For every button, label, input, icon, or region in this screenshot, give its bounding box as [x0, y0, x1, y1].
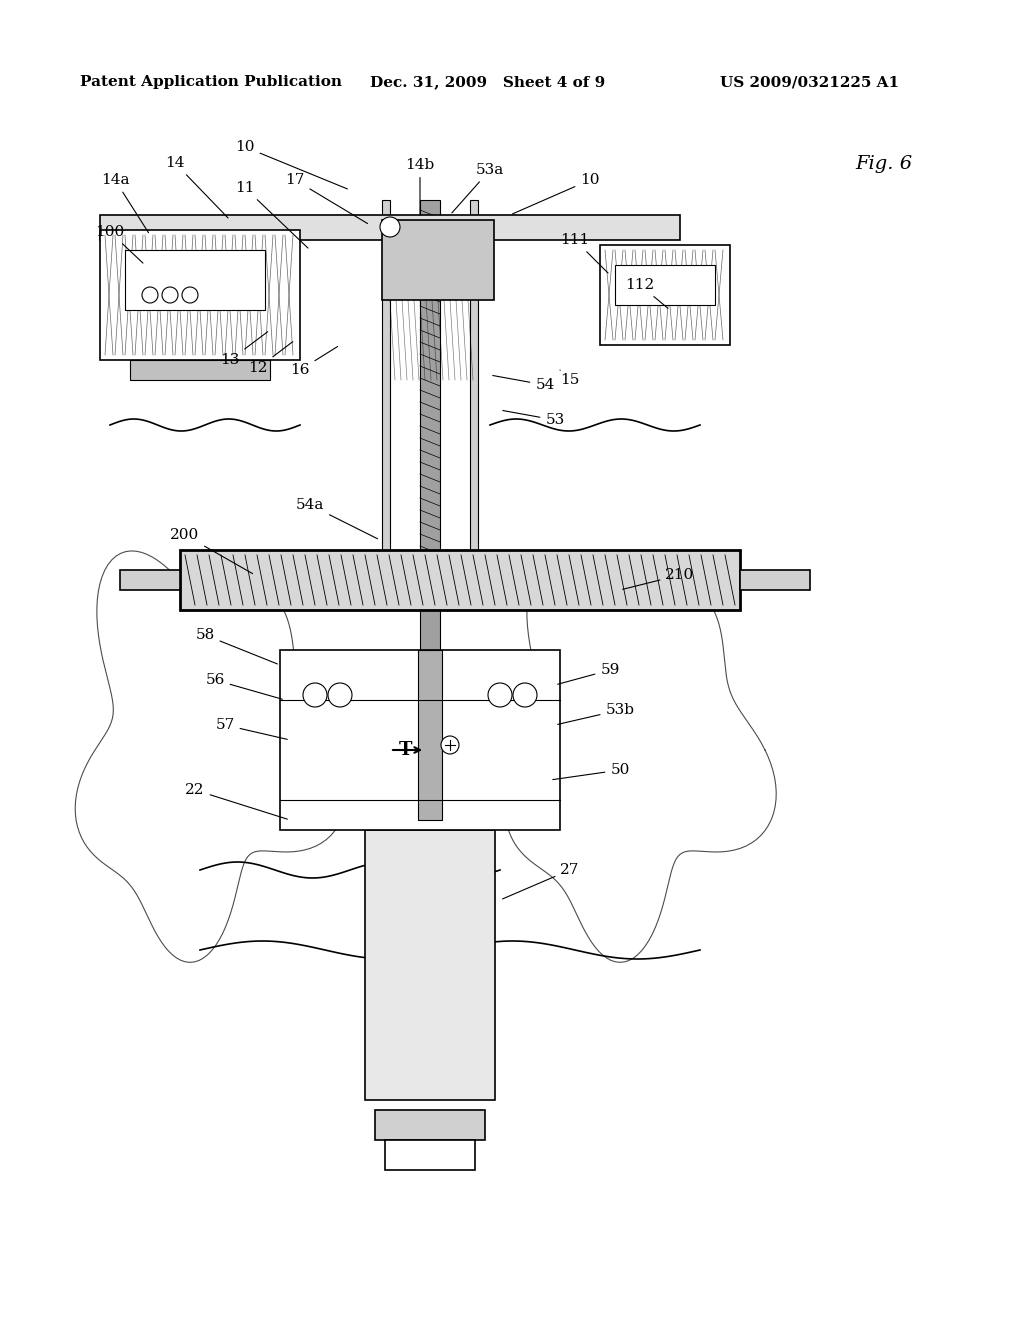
Bar [120, 570, 180, 590]
Text: 27: 27 [503, 863, 580, 899]
Text: 16: 16 [290, 346, 338, 378]
Bar [125, 249, 265, 310]
Bar [365, 830, 495, 1100]
Text: 54a: 54a [296, 498, 378, 539]
Bar [420, 201, 440, 1049]
Text: 10: 10 [236, 140, 347, 189]
Text: 14: 14 [165, 156, 228, 218]
Circle shape [441, 737, 459, 754]
Bar [375, 1110, 485, 1140]
Bar [470, 201, 478, 601]
Bar [382, 201, 390, 601]
Text: 210: 210 [623, 568, 694, 589]
Text: 10: 10 [513, 173, 600, 214]
Text: 15: 15 [560, 370, 580, 387]
Circle shape [328, 682, 352, 708]
Bar [130, 360, 270, 380]
Circle shape [380, 216, 400, 238]
Text: 200: 200 [170, 528, 253, 574]
Text: 111: 111 [560, 234, 608, 273]
Bar [382, 220, 494, 300]
Text: 22: 22 [185, 783, 288, 820]
Text: US 2009/0321225 A1: US 2009/0321225 A1 [720, 75, 899, 88]
Text: Patent Application Publication: Patent Application Publication [80, 75, 342, 88]
Bar [740, 570, 810, 590]
Text: 11: 11 [236, 181, 308, 248]
Text: Fig. 6: Fig. 6 [855, 154, 912, 173]
Text: 53b: 53b [558, 704, 635, 725]
Text: 100: 100 [95, 224, 143, 263]
Text: 53: 53 [503, 411, 564, 426]
Circle shape [142, 286, 158, 304]
Text: 50: 50 [553, 763, 630, 780]
Circle shape [303, 682, 327, 708]
Text: 12: 12 [248, 342, 293, 375]
Text: 17: 17 [286, 173, 368, 223]
Bar [418, 649, 442, 820]
Text: 56: 56 [206, 673, 283, 700]
Text: 53a: 53a [452, 162, 504, 213]
Bar [100, 230, 300, 360]
Circle shape [488, 682, 512, 708]
Bar [100, 215, 680, 240]
Text: 57: 57 [215, 718, 288, 739]
Bar [615, 265, 715, 305]
Bar [180, 550, 740, 610]
Circle shape [162, 286, 178, 304]
Text: 13: 13 [220, 331, 268, 367]
Text: 58: 58 [196, 628, 278, 664]
Text: Dec. 31, 2009   Sheet 4 of 9: Dec. 31, 2009 Sheet 4 of 9 [370, 75, 605, 88]
Bar [280, 649, 560, 830]
Circle shape [182, 286, 198, 304]
Bar [385, 1140, 475, 1170]
Text: T: T [398, 741, 412, 759]
Text: 112: 112 [626, 279, 668, 309]
Circle shape [513, 682, 537, 708]
Bar [600, 246, 730, 345]
Text: 14a: 14a [100, 173, 148, 232]
Text: 14b: 14b [406, 158, 434, 215]
Text: 54: 54 [493, 375, 555, 392]
Text: 59: 59 [558, 663, 620, 684]
